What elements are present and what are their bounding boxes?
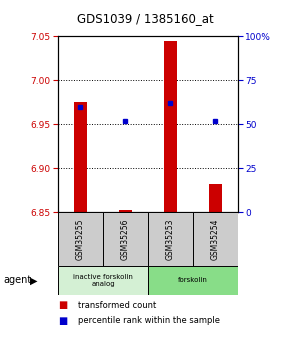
Text: GSM35254: GSM35254 [211,218,220,260]
Bar [74,102,87,212]
Bar [209,184,222,212]
Text: percentile rank within the sample: percentile rank within the sample [78,316,220,325]
Bar [103,212,148,266]
Text: forskolin: forskolin [178,277,208,283]
Text: agent: agent [3,275,31,285]
Bar [119,210,132,212]
Bar [58,266,148,295]
Text: ■: ■ [58,300,67,310]
Text: inactive forskolin
analog: inactive forskolin analog [73,274,133,287]
Text: GSM35253: GSM35253 [166,218,175,260]
Bar [58,212,103,266]
Text: ■: ■ [58,316,67,326]
Text: GDS1039 / 1385160_at: GDS1039 / 1385160_at [77,12,213,25]
Bar [164,41,177,212]
Text: ▶: ▶ [30,275,38,285]
Bar [193,212,238,266]
Bar [148,212,193,266]
Bar [148,266,238,295]
Text: GSM35255: GSM35255 [76,218,85,260]
Text: GSM35256: GSM35256 [121,218,130,260]
Text: transformed count: transformed count [78,301,157,310]
